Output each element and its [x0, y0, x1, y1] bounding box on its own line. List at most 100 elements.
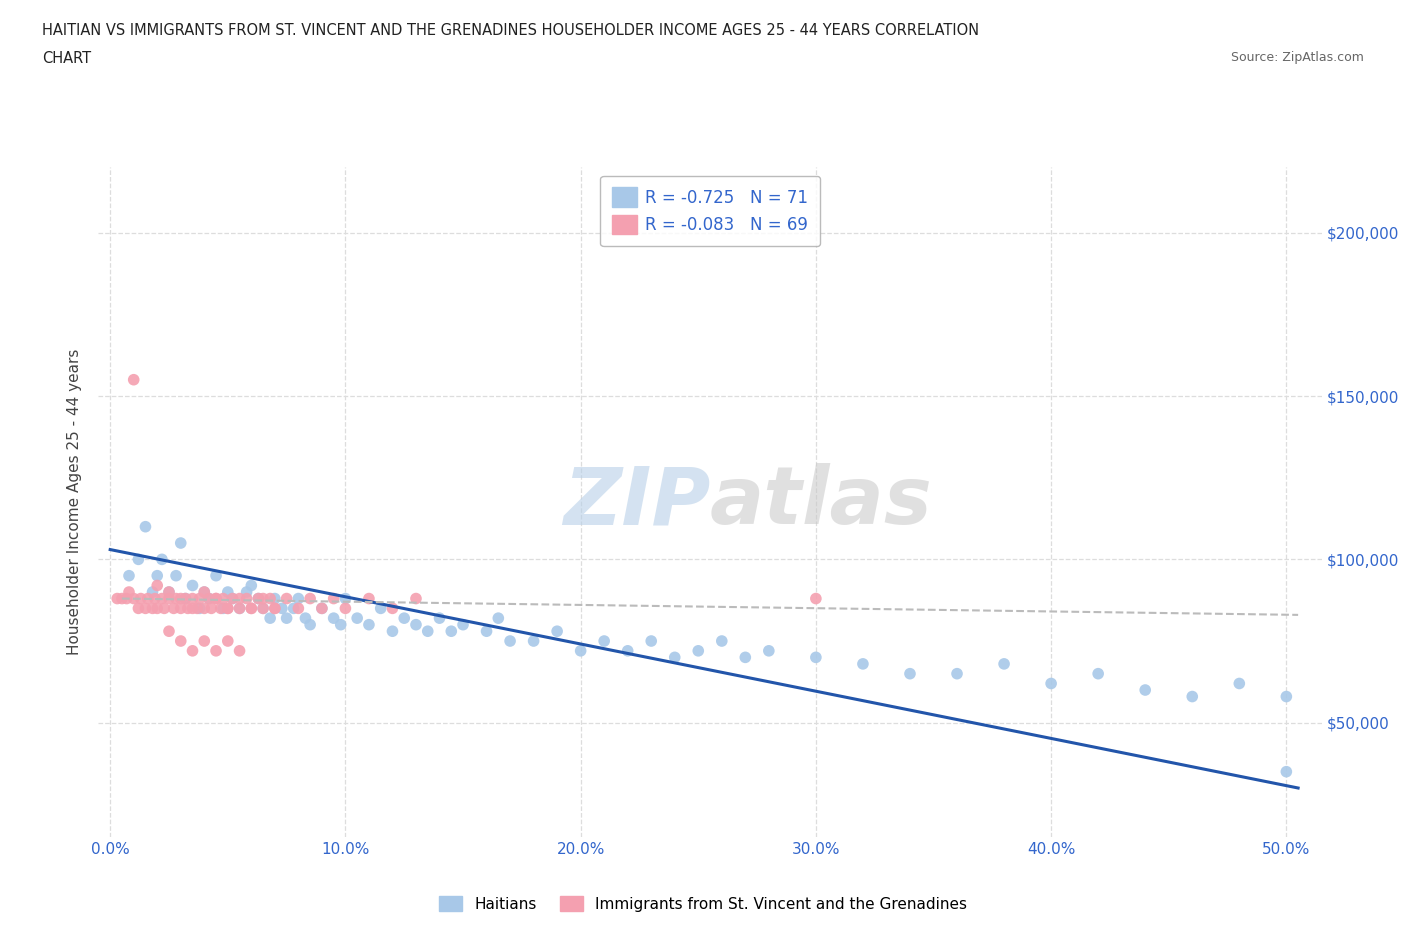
Point	[174, 591, 197, 606]
Text: CHART: CHART	[42, 51, 91, 66]
Point	[188, 601, 211, 616]
Point	[150, 551, 173, 566]
Point	[118, 585, 141, 600]
Point	[252, 601, 274, 616]
Point	[287, 601, 309, 616]
Point	[122, 591, 145, 606]
Point	[381, 624, 404, 639]
Point	[276, 611, 298, 626]
Point	[146, 568, 169, 583]
Point	[141, 601, 163, 616]
Point	[276, 591, 298, 606]
Point	[193, 633, 215, 648]
Point	[804, 591, 827, 606]
Point	[252, 591, 274, 606]
Point	[217, 585, 239, 600]
Point	[217, 633, 239, 648]
Point	[157, 585, 180, 600]
Point	[170, 591, 193, 606]
Point	[205, 591, 228, 606]
Point	[157, 624, 180, 639]
Point	[475, 624, 498, 639]
Point	[546, 624, 568, 639]
Point	[311, 601, 333, 616]
Point	[1135, 683, 1157, 698]
Point	[688, 644, 710, 658]
Point	[127, 601, 149, 616]
Point	[405, 618, 427, 632]
Point	[946, 666, 969, 681]
Point	[200, 601, 222, 616]
Point	[146, 601, 169, 616]
Legend: R = -0.725   N = 71, R = -0.083   N = 69: R = -0.725 N = 71, R = -0.083 N = 69	[600, 176, 820, 246]
Point	[111, 591, 134, 606]
Point	[486, 611, 509, 626]
Point	[228, 601, 250, 616]
Point	[616, 644, 638, 658]
Point	[118, 568, 141, 583]
Point	[209, 601, 232, 616]
Point	[212, 591, 235, 606]
Point	[263, 601, 285, 616]
Point	[228, 591, 250, 606]
Point	[259, 611, 281, 626]
Point	[217, 601, 239, 616]
Point	[381, 601, 404, 616]
Point	[181, 644, 204, 658]
Point	[898, 666, 921, 681]
Text: atlas: atlas	[710, 463, 932, 541]
Point	[157, 591, 180, 606]
Point	[177, 601, 200, 616]
Point	[993, 657, 1015, 671]
Point	[499, 633, 522, 648]
Point	[198, 591, 221, 606]
Point	[758, 644, 780, 658]
Point	[392, 611, 416, 626]
Point	[235, 585, 257, 600]
Point	[429, 611, 451, 626]
Point	[335, 591, 357, 606]
Point	[141, 585, 163, 600]
Point	[186, 601, 208, 616]
Point	[294, 611, 316, 626]
Point	[170, 536, 193, 551]
Point	[640, 633, 662, 648]
Point	[129, 591, 152, 606]
Point	[136, 591, 159, 606]
Point	[287, 591, 309, 606]
Point	[134, 601, 156, 616]
Point	[247, 591, 270, 606]
Point	[127, 551, 149, 566]
Legend: Haitians, Immigrants from St. Vincent and the Grenadines: Haitians, Immigrants from St. Vincent an…	[433, 889, 973, 918]
Point	[217, 601, 239, 616]
Point	[346, 611, 368, 626]
Point	[174, 591, 197, 606]
Point	[240, 578, 263, 593]
Point	[228, 644, 250, 658]
Point	[451, 618, 474, 632]
Point	[263, 601, 285, 616]
Point	[416, 624, 439, 639]
Point	[105, 591, 128, 606]
Point	[181, 578, 204, 593]
Point	[405, 591, 427, 606]
Point	[240, 601, 263, 616]
Point	[1087, 666, 1109, 681]
Point	[593, 633, 616, 648]
Point	[311, 601, 333, 616]
Point	[569, 644, 592, 658]
Point	[252, 601, 274, 616]
Point	[205, 644, 228, 658]
Point	[205, 568, 228, 583]
Point	[143, 591, 166, 606]
Point	[329, 618, 352, 632]
Point	[335, 601, 357, 616]
Point	[212, 601, 235, 616]
Point	[181, 591, 204, 606]
Point	[193, 601, 215, 616]
Point	[1181, 689, 1204, 704]
Point	[664, 650, 686, 665]
Point	[221, 591, 243, 606]
Point	[1040, 676, 1063, 691]
Point	[1275, 764, 1298, 779]
